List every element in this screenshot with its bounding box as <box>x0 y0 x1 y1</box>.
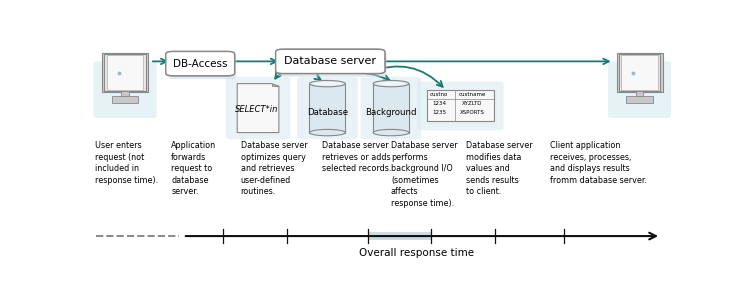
FancyBboxPatch shape <box>310 84 345 133</box>
Text: XSPORTS: XSPORTS <box>460 110 485 115</box>
Text: Database: Database <box>307 108 348 116</box>
Text: Database server
optimizes query
and retrieves
user-defined
routines.: Database server optimizes query and retr… <box>241 142 307 196</box>
Ellipse shape <box>313 82 342 86</box>
FancyBboxPatch shape <box>278 53 386 77</box>
Text: Background: Background <box>366 108 417 116</box>
Text: DB-Access: DB-Access <box>173 59 228 68</box>
FancyBboxPatch shape <box>102 53 148 92</box>
FancyBboxPatch shape <box>373 84 409 133</box>
Text: 1235: 1235 <box>432 110 446 115</box>
FancyBboxPatch shape <box>626 96 653 103</box>
FancyBboxPatch shape <box>93 62 157 118</box>
FancyBboxPatch shape <box>276 49 385 73</box>
Text: Database server
retrieves or adds
selected records.: Database server retrieves or adds select… <box>322 142 391 173</box>
Ellipse shape <box>310 129 345 136</box>
FancyBboxPatch shape <box>368 232 431 240</box>
FancyBboxPatch shape <box>297 77 358 139</box>
FancyBboxPatch shape <box>276 49 385 73</box>
FancyBboxPatch shape <box>608 62 671 118</box>
FancyBboxPatch shape <box>417 81 504 130</box>
Polygon shape <box>237 84 279 133</box>
Text: custno: custno <box>430 92 448 97</box>
FancyBboxPatch shape <box>360 77 421 139</box>
FancyBboxPatch shape <box>166 51 234 76</box>
Text: 1234: 1234 <box>432 101 446 106</box>
FancyBboxPatch shape <box>104 54 145 91</box>
FancyBboxPatch shape <box>112 96 139 103</box>
FancyBboxPatch shape <box>166 51 234 76</box>
Text: Database server
modifies data
values and
sends results
to client.: Database server modifies data values and… <box>466 142 533 196</box>
FancyBboxPatch shape <box>107 55 143 90</box>
FancyBboxPatch shape <box>617 53 662 92</box>
FancyBboxPatch shape <box>427 90 494 121</box>
Text: Database server
performs
background I/O
(sometimes
affects
response time).: Database server performs background I/O … <box>391 142 457 208</box>
Text: Application
forwards
request to
database
server.: Application forwards request to database… <box>172 142 216 196</box>
Ellipse shape <box>377 82 405 86</box>
Ellipse shape <box>373 129 409 136</box>
FancyBboxPatch shape <box>122 91 129 96</box>
Text: custname: custname <box>459 92 486 97</box>
FancyBboxPatch shape <box>619 54 660 91</box>
FancyBboxPatch shape <box>225 77 290 139</box>
Text: Client application
receives, processes,
and displays results
fromm database serv: Client application receives, processes, … <box>550 142 647 185</box>
Text: User enters
request (not
included in
response time).: User enters request (not included in res… <box>95 142 158 185</box>
Polygon shape <box>272 84 279 86</box>
FancyBboxPatch shape <box>621 55 658 90</box>
Text: SELECT*in: SELECT*in <box>235 105 278 114</box>
Ellipse shape <box>310 80 345 87</box>
Ellipse shape <box>373 80 409 87</box>
FancyBboxPatch shape <box>636 91 643 96</box>
Text: XYZLTD: XYZLTD <box>462 101 483 106</box>
Text: Overall response time: Overall response time <box>359 248 474 258</box>
FancyBboxPatch shape <box>168 55 236 79</box>
Text: Database server: Database server <box>284 56 376 66</box>
